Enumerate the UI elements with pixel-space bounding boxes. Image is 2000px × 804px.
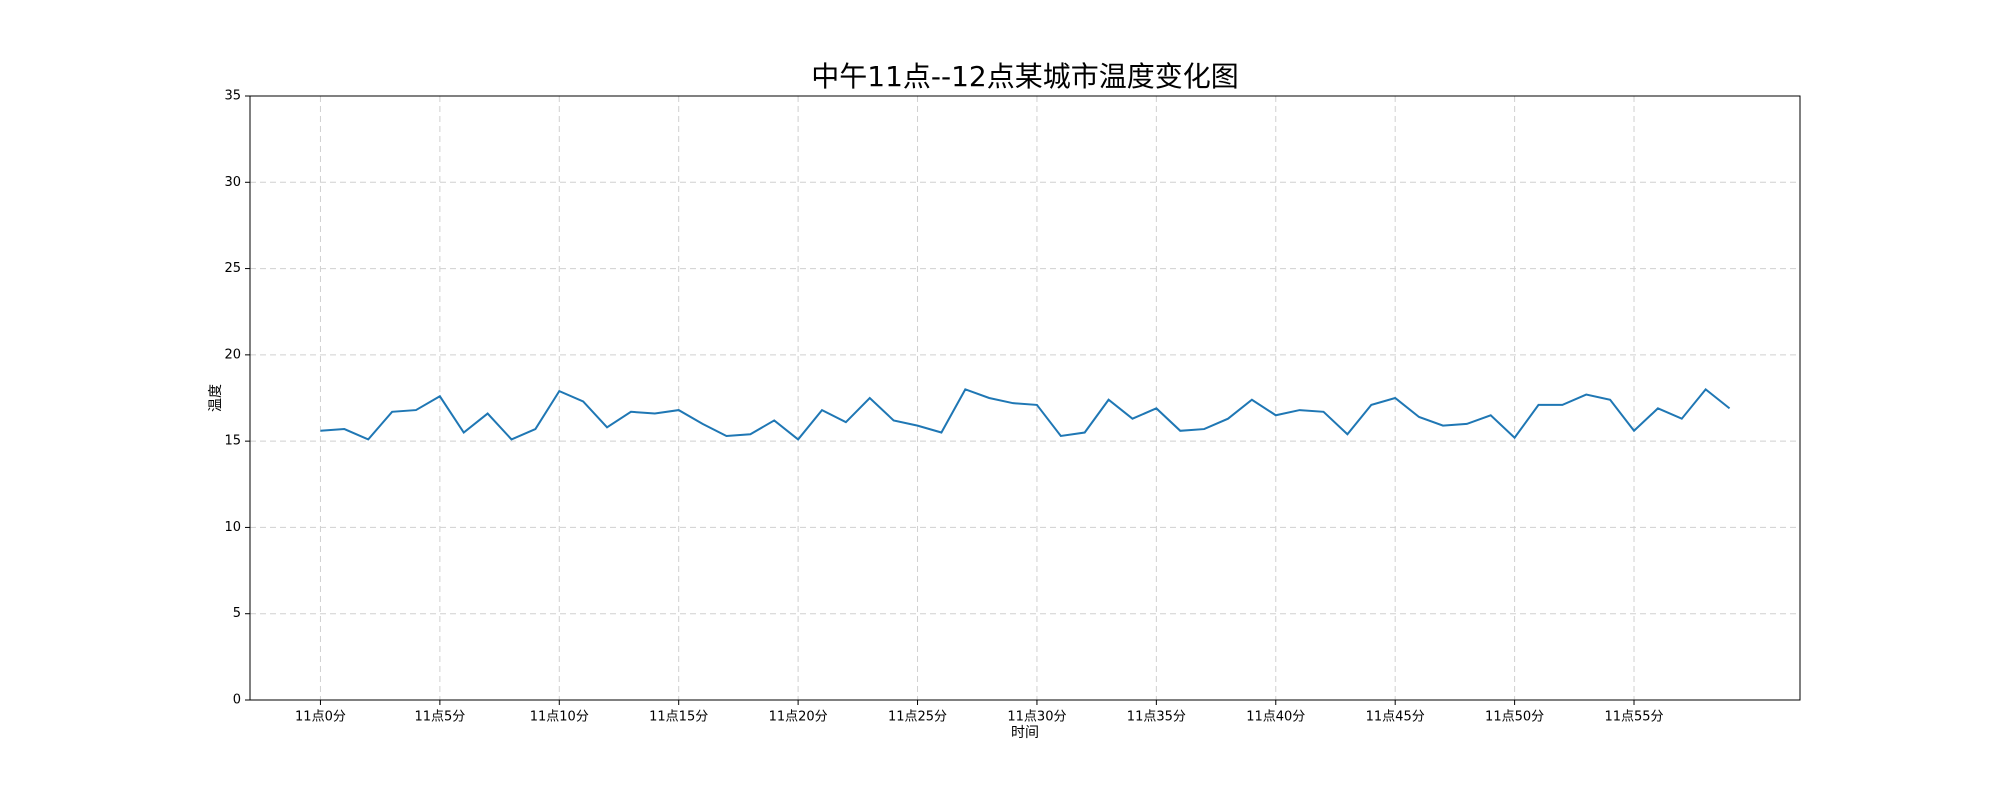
x-tick-label: 11点30分 [1007, 710, 1066, 725]
y-tick-label: 30 [224, 175, 241, 190]
y-tick-label: 5 [233, 606, 241, 621]
x-tick-label: 11点25分 [888, 710, 947, 725]
x-tick-label: 11点5分 [414, 710, 465, 725]
plot-frame [249, 95, 1801, 701]
x-tick-label: 11点20分 [769, 710, 828, 725]
x-tick-label: 11点0分 [295, 710, 346, 725]
x-tick-label: 11点10分 [530, 710, 589, 725]
line [320, 387, 1731, 441]
chart-title: 中午11点--12点某城市温度变化图 [811, 60, 1238, 93]
x-tick-label: 11点55分 [1604, 710, 1663, 725]
y-tick-label: 10 [224, 520, 241, 535]
x-tick-label: 11点45分 [1366, 710, 1425, 725]
x-tick-label: 11点40分 [1246, 710, 1305, 725]
y-tick-label: 0 [233, 693, 241, 708]
y-tick-label: 15 [224, 434, 241, 449]
y-axis-label: 温度 [208, 384, 224, 412]
y-tick-label: 20 [224, 347, 241, 362]
x-tick-label: 11点15分 [649, 710, 708, 725]
x-tick-label: 11点50分 [1485, 710, 1544, 725]
y-tick-label: 35 [224, 89, 241, 104]
x-axis-label: 时间 [1011, 725, 1039, 741]
x-tick-label: 11点35分 [1127, 710, 1186, 725]
y-tick-label: 25 [224, 261, 241, 276]
